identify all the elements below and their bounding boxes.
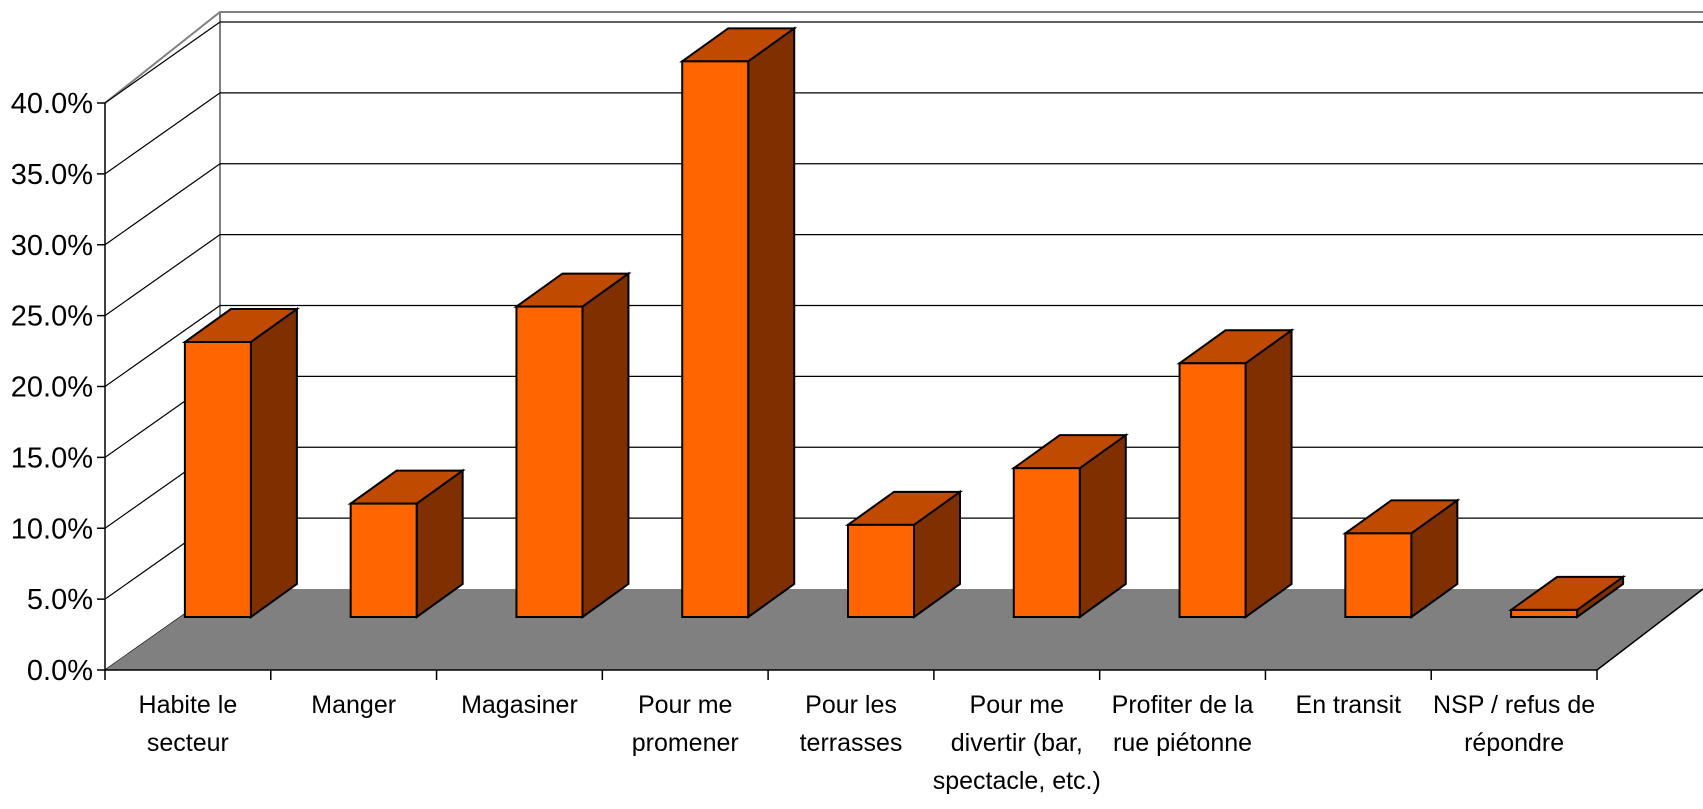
x-category-label: secteur [147, 729, 229, 757]
bar [1180, 330, 1292, 617]
x-category-label: Manger [311, 691, 396, 719]
x-category-label: Pour me [638, 691, 732, 719]
y-tick-label: 40.0% [11, 88, 93, 120]
y-tick-label: 30.0% [11, 230, 93, 262]
bar [516, 274, 628, 617]
y-tick-label: 15.0% [11, 442, 93, 474]
bar-front [516, 307, 582, 617]
bar-side [748, 28, 794, 617]
x-category-label: terrasses [800, 729, 903, 757]
gridline-side [105, 93, 220, 174]
y-tick-label: 10.0% [11, 513, 93, 545]
y-tick-labels: 0.0% 5.0% 10.0% 15.0% 20.0% 25.0% 30.0% 35.0% 40… [11, 88, 93, 687]
bar-side [1246, 330, 1292, 617]
y-tick-label: 25.0% [11, 301, 93, 333]
bar-front [351, 504, 417, 617]
x-category-label: rue piétonne [1113, 729, 1252, 757]
x-category-label: Profiter de la [1112, 691, 1254, 719]
x-category-label: répondre [1464, 729, 1564, 757]
bars [185, 28, 1623, 617]
x-category-label: spectacle, etc.) [933, 767, 1101, 795]
bar-front [185, 342, 251, 617]
bar-front [682, 61, 748, 617]
bar-front [848, 525, 914, 617]
gridline-side [105, 22, 220, 103]
y-tick-label: 35.0% [11, 159, 93, 191]
bar-front [1180, 363, 1246, 617]
x-category-label: Magasiner [461, 691, 578, 719]
bar-front [1511, 610, 1577, 617]
x-category-label: NSP / refus de [1433, 691, 1595, 719]
bar-side [251, 309, 297, 617]
x-category-label: Pour les [805, 691, 897, 719]
bar [351, 471, 463, 617]
x-category-label: divertir (bar, [951, 729, 1083, 757]
y-tick-label: 0.0% [27, 655, 93, 687]
gridline-side [105, 164, 220, 245]
bar [1014, 435, 1126, 617]
bar-front [1014, 468, 1080, 617]
bar [682, 28, 794, 617]
y-tick-label: 5.0% [27, 584, 93, 616]
x-category-label: Habite le [139, 691, 238, 719]
gridline-side [105, 235, 220, 316]
x-category-label: En transit [1296, 691, 1402, 719]
x-category-labels: Habite le secteur Manger Magasiner Pour me pr… [139, 691, 1596, 795]
x-category-label: promener [632, 729, 739, 757]
y-tick-label: 20.0% [11, 372, 93, 404]
bar-front [1345, 533, 1411, 617]
x-category-label: Pour me [970, 691, 1064, 719]
bar [185, 309, 297, 617]
bar-side [582, 274, 628, 617]
wall-top-edge [105, 12, 1703, 103]
